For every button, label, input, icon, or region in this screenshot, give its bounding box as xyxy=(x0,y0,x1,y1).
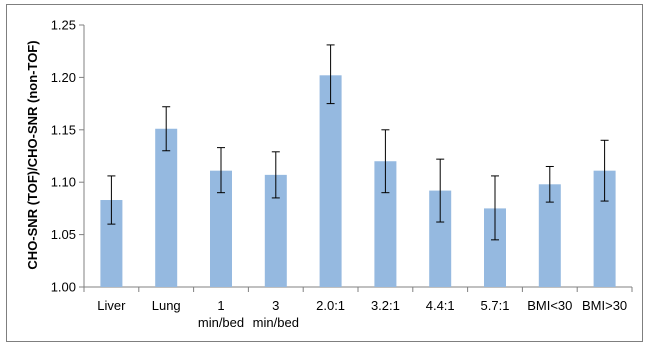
x-tick-label: 3.2:1 xyxy=(371,298,400,313)
bar xyxy=(593,170,616,287)
x-tick-label: Liver xyxy=(97,298,126,313)
x-tick-label: Lung xyxy=(152,298,181,313)
y-tick-label: 1.20 xyxy=(51,70,76,85)
bar xyxy=(538,184,561,287)
bar xyxy=(374,161,397,287)
bar xyxy=(155,128,178,287)
x-tick-label: 1 xyxy=(217,298,224,313)
bar xyxy=(319,75,342,287)
bar xyxy=(484,208,506,287)
y-tick-label: 1.25 xyxy=(51,18,76,33)
x-tick-label: 3 xyxy=(272,298,279,313)
bar xyxy=(429,190,452,287)
x-tick-label: min/bed xyxy=(253,315,299,330)
x-tick-label: 2.0:1 xyxy=(316,298,345,313)
y-tick-label: 1.15 xyxy=(51,122,76,137)
bar xyxy=(264,174,287,287)
y-axis-title: CHO-SNR (TOF)/CHO-SNR (non-TOF) xyxy=(25,40,40,269)
bar xyxy=(210,170,232,287)
y-tick-label: 1.10 xyxy=(51,175,76,190)
x-tick-label: 5.7:1 xyxy=(481,298,510,313)
x-tick-label: min/bed xyxy=(198,315,244,330)
x-tick-label: BMI>30 xyxy=(582,298,627,313)
x-tick-label: BMI<30 xyxy=(527,298,572,313)
bar xyxy=(100,200,123,287)
y-tick-label: 1.05 xyxy=(51,227,76,242)
y-tick-label: 1.00 xyxy=(51,280,76,295)
x-tick-label: 4.4:1 xyxy=(426,298,455,313)
